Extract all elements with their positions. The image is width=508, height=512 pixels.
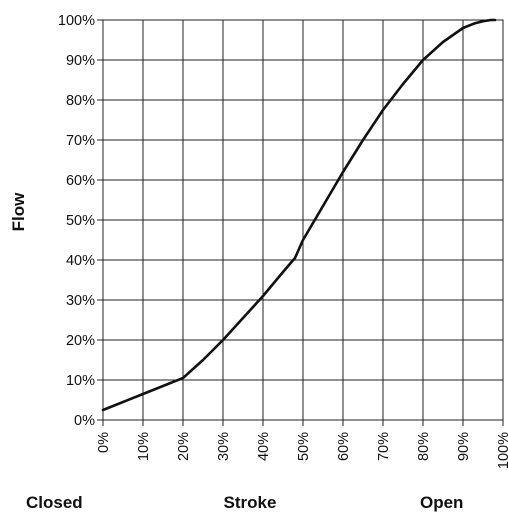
x-tick-label: 60% xyxy=(336,432,352,461)
grid-lines xyxy=(97,19,504,426)
y-tick-labels: 0% 10% 20% 30% 40% 50% 60% 70% 80% 90% 100% xyxy=(58,13,95,429)
y-tick-label: 40% xyxy=(66,253,95,269)
x-tick-label: 100% xyxy=(496,432,508,469)
x-tick-label: 90% xyxy=(456,432,472,461)
y-tick-label: 80% xyxy=(66,93,95,109)
x-tick-label: 80% xyxy=(416,432,432,461)
y-axis-label: Flow xyxy=(9,192,28,231)
y-tick-label: 10% xyxy=(66,373,95,389)
y-tick-label: 20% xyxy=(66,333,95,349)
x-tick-label: 70% xyxy=(376,432,392,461)
x-tick-labels: 0% 10% 20% 30% 40% 50% 60% 70% 80% 90% 100% xyxy=(96,432,508,469)
x-tick-label: 0% xyxy=(96,432,112,453)
open-label: Open xyxy=(420,493,463,512)
y-tick-label: 100% xyxy=(58,13,95,29)
x-tick-label: 40% xyxy=(256,432,272,461)
x-axis-label: Stroke xyxy=(224,493,277,512)
x-tick-label: 20% xyxy=(176,432,192,461)
x-tick-label: 30% xyxy=(216,432,232,461)
y-tick-label: 0% xyxy=(74,413,95,429)
y-tick-label: 30% xyxy=(66,293,95,309)
closed-label: Closed xyxy=(26,493,83,512)
x-tick-label: 50% xyxy=(296,432,312,461)
y-tick-label: 70% xyxy=(66,133,95,149)
flow-curve xyxy=(101,18,497,412)
plot-frame xyxy=(102,19,504,421)
y-tick-label: 60% xyxy=(66,173,95,189)
x-tick-label: 10% xyxy=(136,432,152,461)
y-tick-label: 90% xyxy=(66,53,95,69)
y-tick-label: 50% xyxy=(66,213,95,229)
